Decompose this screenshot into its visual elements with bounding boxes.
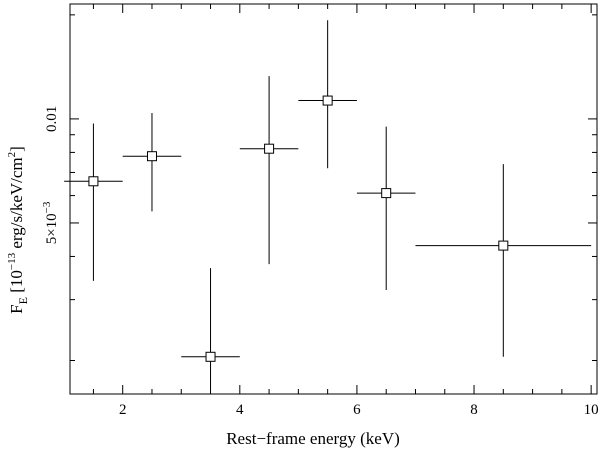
x-tick-label: 6 — [353, 402, 361, 418]
x-tick-label: 2 — [119, 402, 127, 418]
x-tick-label: 8 — [470, 402, 478, 418]
data-point — [356, 126, 416, 290]
x-tick-label: 4 — [236, 402, 244, 418]
y-tick-label: 0.01 — [44, 106, 60, 132]
square-marker — [205, 351, 216, 362]
x-tick-label: 10 — [584, 402, 599, 418]
square-marker — [88, 176, 99, 187]
data-points — [64, 20, 592, 390]
square-marker — [498, 240, 509, 251]
data-point — [415, 164, 592, 357]
y-tick-label-base: 5×10 — [44, 213, 60, 244]
data-point — [122, 113, 182, 212]
y-axis-title-sub: E — [16, 297, 30, 304]
y-axis-title-exp2: 2 — [6, 152, 18, 158]
data-point — [239, 76, 299, 265]
square-marker — [322, 95, 333, 106]
y-axis-title: FE [10−13 erg/s/keV/cm2] — [6, 146, 30, 314]
y-tick-label: 5×10−3 — [41, 201, 60, 244]
y-axis-title-mid: erg/s/keV/cm — [7, 157, 26, 253]
square-marker — [146, 151, 157, 162]
y-axis-title-exp: −13 — [6, 252, 18, 270]
square-marker — [381, 188, 392, 199]
x-axis-title: Rest−frame energy (keV) — [226, 429, 400, 448]
data-point — [298, 20, 357, 169]
y-tick-label-exponent: −3 — [41, 201, 53, 213]
axis-ticks — [70, 4, 597, 394]
data-point — [181, 268, 240, 390]
square-marker — [264, 143, 275, 154]
x-tick-labels: 2 4 6 8 10 — [119, 402, 599, 418]
y-axis-title-f: F — [7, 304, 26, 313]
plot-frame — [69, 3, 598, 395]
y-axis-title-post: ] — [7, 146, 26, 152]
y-tick-label-base: 0.01 — [44, 106, 60, 132]
data-point — [64, 123, 123, 281]
y-axis-title-pre: [10 — [7, 270, 26, 297]
y-tick-labels: 5×10−3 0.01 — [41, 106, 60, 245]
